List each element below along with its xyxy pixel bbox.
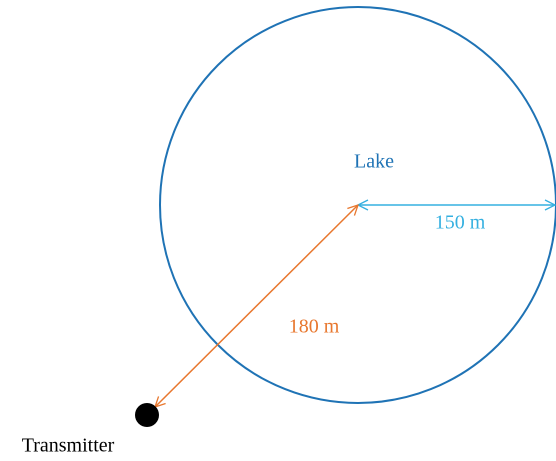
- lake-label: Lake: [354, 151, 394, 173]
- distance-label: 180 m: [289, 316, 340, 338]
- distance-arrow: [155, 205, 358, 407]
- radius-label: 150 m: [435, 212, 486, 234]
- transmitter-dot: [135, 403, 159, 427]
- transmitter-label: Transmitter: [22, 435, 115, 457]
